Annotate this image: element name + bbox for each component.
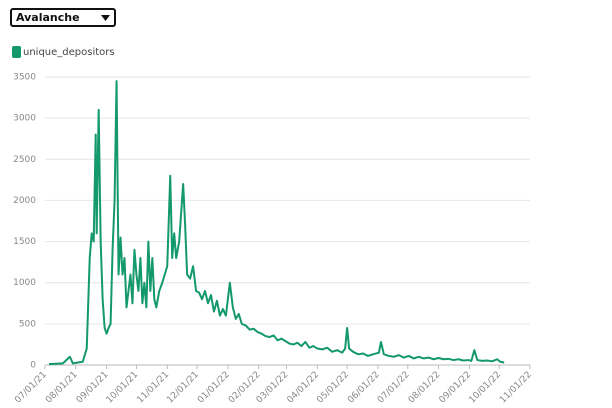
y-tick-label: 2000 [13,196,36,206]
dropdown[interactable]: Avalanche [10,8,116,27]
x-tick-label: 10/01/22 [467,370,503,406]
x-tick-label: 07/01/22 [376,370,412,406]
x-tick-label: 08/01/22 [407,370,443,406]
legend-text: unique_depositors [23,47,115,58]
x-tick-label: 08/01/21 [44,370,80,406]
x-tick-label: 05/01/22 [315,370,351,406]
y-tick-label: 0 [30,361,36,371]
x-tick-label: 12/01/21 [165,370,201,406]
dropdown-arrow [101,15,110,21]
y-tick-label: 3000 [13,114,36,124]
y-tick-label: 2500 [13,155,36,165]
y-tick-label: 1500 [13,237,36,247]
legend-swatch [12,46,21,58]
dropdown-value: Avalanche [16,11,80,24]
x-tick-label: 11/01/22 [498,370,534,406]
y-tick-label: 500 [19,319,36,329]
y-tick-label: 3500 [13,73,36,83]
x-tick-label: 10/01/21 [105,370,141,406]
y-tick-label: 1000 [13,278,36,288]
x-tick-label: 01/01/22 [196,370,232,406]
x-tick-label: 07/01/21 [13,370,49,406]
line-series [48,80,505,366]
